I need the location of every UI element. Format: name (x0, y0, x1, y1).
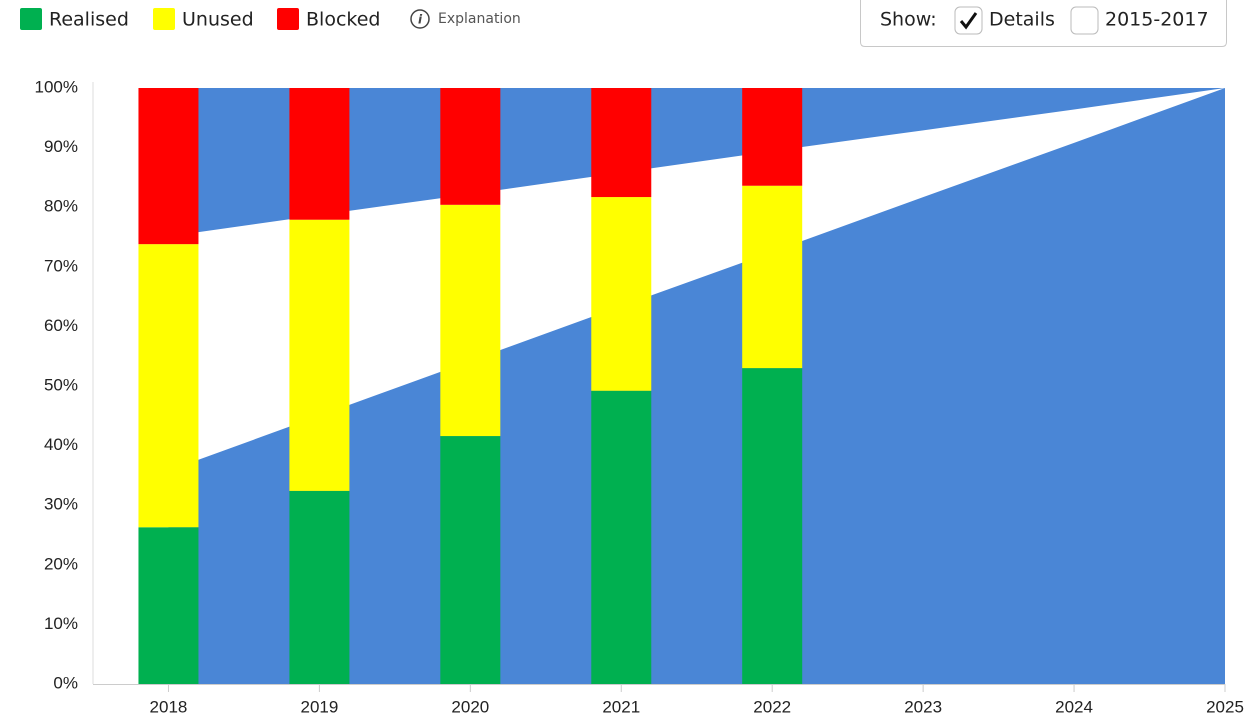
explanation-label: Explanation (438, 11, 521, 27)
y-tick-label: 30% (44, 495, 78, 514)
bar-segment (440, 88, 501, 205)
bar-segment (591, 390, 652, 684)
x-tick-label: 2020 (451, 697, 489, 716)
show-label: Show: (880, 9, 937, 31)
checkbox (954, 6, 983, 35)
x-tick-label: 2018 (150, 697, 188, 716)
panel-frame (860, 0, 1227, 47)
bar-segment (138, 244, 199, 528)
bar-segment (742, 368, 803, 684)
bar-segment (591, 88, 652, 198)
bar-segment (742, 88, 803, 186)
bar-segment (440, 204, 501, 437)
legend-swatch (153, 8, 175, 30)
upper-area (168, 88, 1225, 237)
lower-area (168, 88, 1225, 684)
checkmark (959, 12, 978, 30)
legend-swatch (20, 8, 42, 30)
bar-segment (289, 490, 350, 684)
option-label: 2015-2017 (1105, 9, 1209, 31)
x-tick-label: 2021 (602, 697, 640, 716)
bar-segment (138, 88, 199, 245)
y-tick-label: 10% (44, 614, 78, 633)
bar-segment (289, 219, 350, 491)
y-tick-label: 90% (44, 137, 78, 156)
legend-label: Realised (49, 9, 129, 31)
bar-segment (289, 88, 350, 220)
x-tick-label: 2022 (753, 697, 791, 716)
x-tick-label: 2024 (1055, 697, 1093, 716)
y-tick-label: 60% (44, 316, 78, 335)
y-tick-label: 70% (44, 256, 78, 275)
show-panel: Show: (860, 0, 1227, 47)
info-icon (410, 9, 430, 29)
info-icon-glyph: i (418, 13, 423, 27)
bar-segment (742, 185, 803, 369)
option-label: Details (989, 9, 1055, 31)
y-tick-label: 80% (44, 197, 78, 216)
x-tick-label: 2023 (904, 697, 942, 716)
legend-label: Blocked (306, 9, 380, 31)
y-tick-label: 0% (53, 673, 78, 692)
bar-segment (138, 527, 199, 684)
bar-segment (440, 436, 501, 684)
bar-segment (591, 197, 652, 391)
x-tick-label: 2019 (300, 697, 338, 716)
legend-swatch (277, 8, 299, 30)
explanation-link[interactable]: i Explanation (410, 9, 521, 29)
y-tick-label: 20% (44, 554, 78, 573)
plot-area: 0% 10% 20% 30% 40% 50% 60% 70% 80% 90% 100% 2018 201… (35, 77, 1244, 716)
option[interactable]: Details (954, 6, 1055, 35)
legend-label: Unused (182, 9, 254, 31)
checkbox (1070, 6, 1099, 35)
option[interactable]: 2015-2017 (1070, 6, 1209, 35)
y-tick-label: 40% (44, 435, 78, 454)
show-options: Details 2015-2017 (954, 6, 1209, 35)
y-tick-label: 100% (35, 77, 78, 96)
x-tick-label: 2025 (1206, 697, 1244, 716)
y-tick-label: 50% (44, 375, 78, 394)
legend: Realised Unused Blocked (20, 8, 380, 31)
